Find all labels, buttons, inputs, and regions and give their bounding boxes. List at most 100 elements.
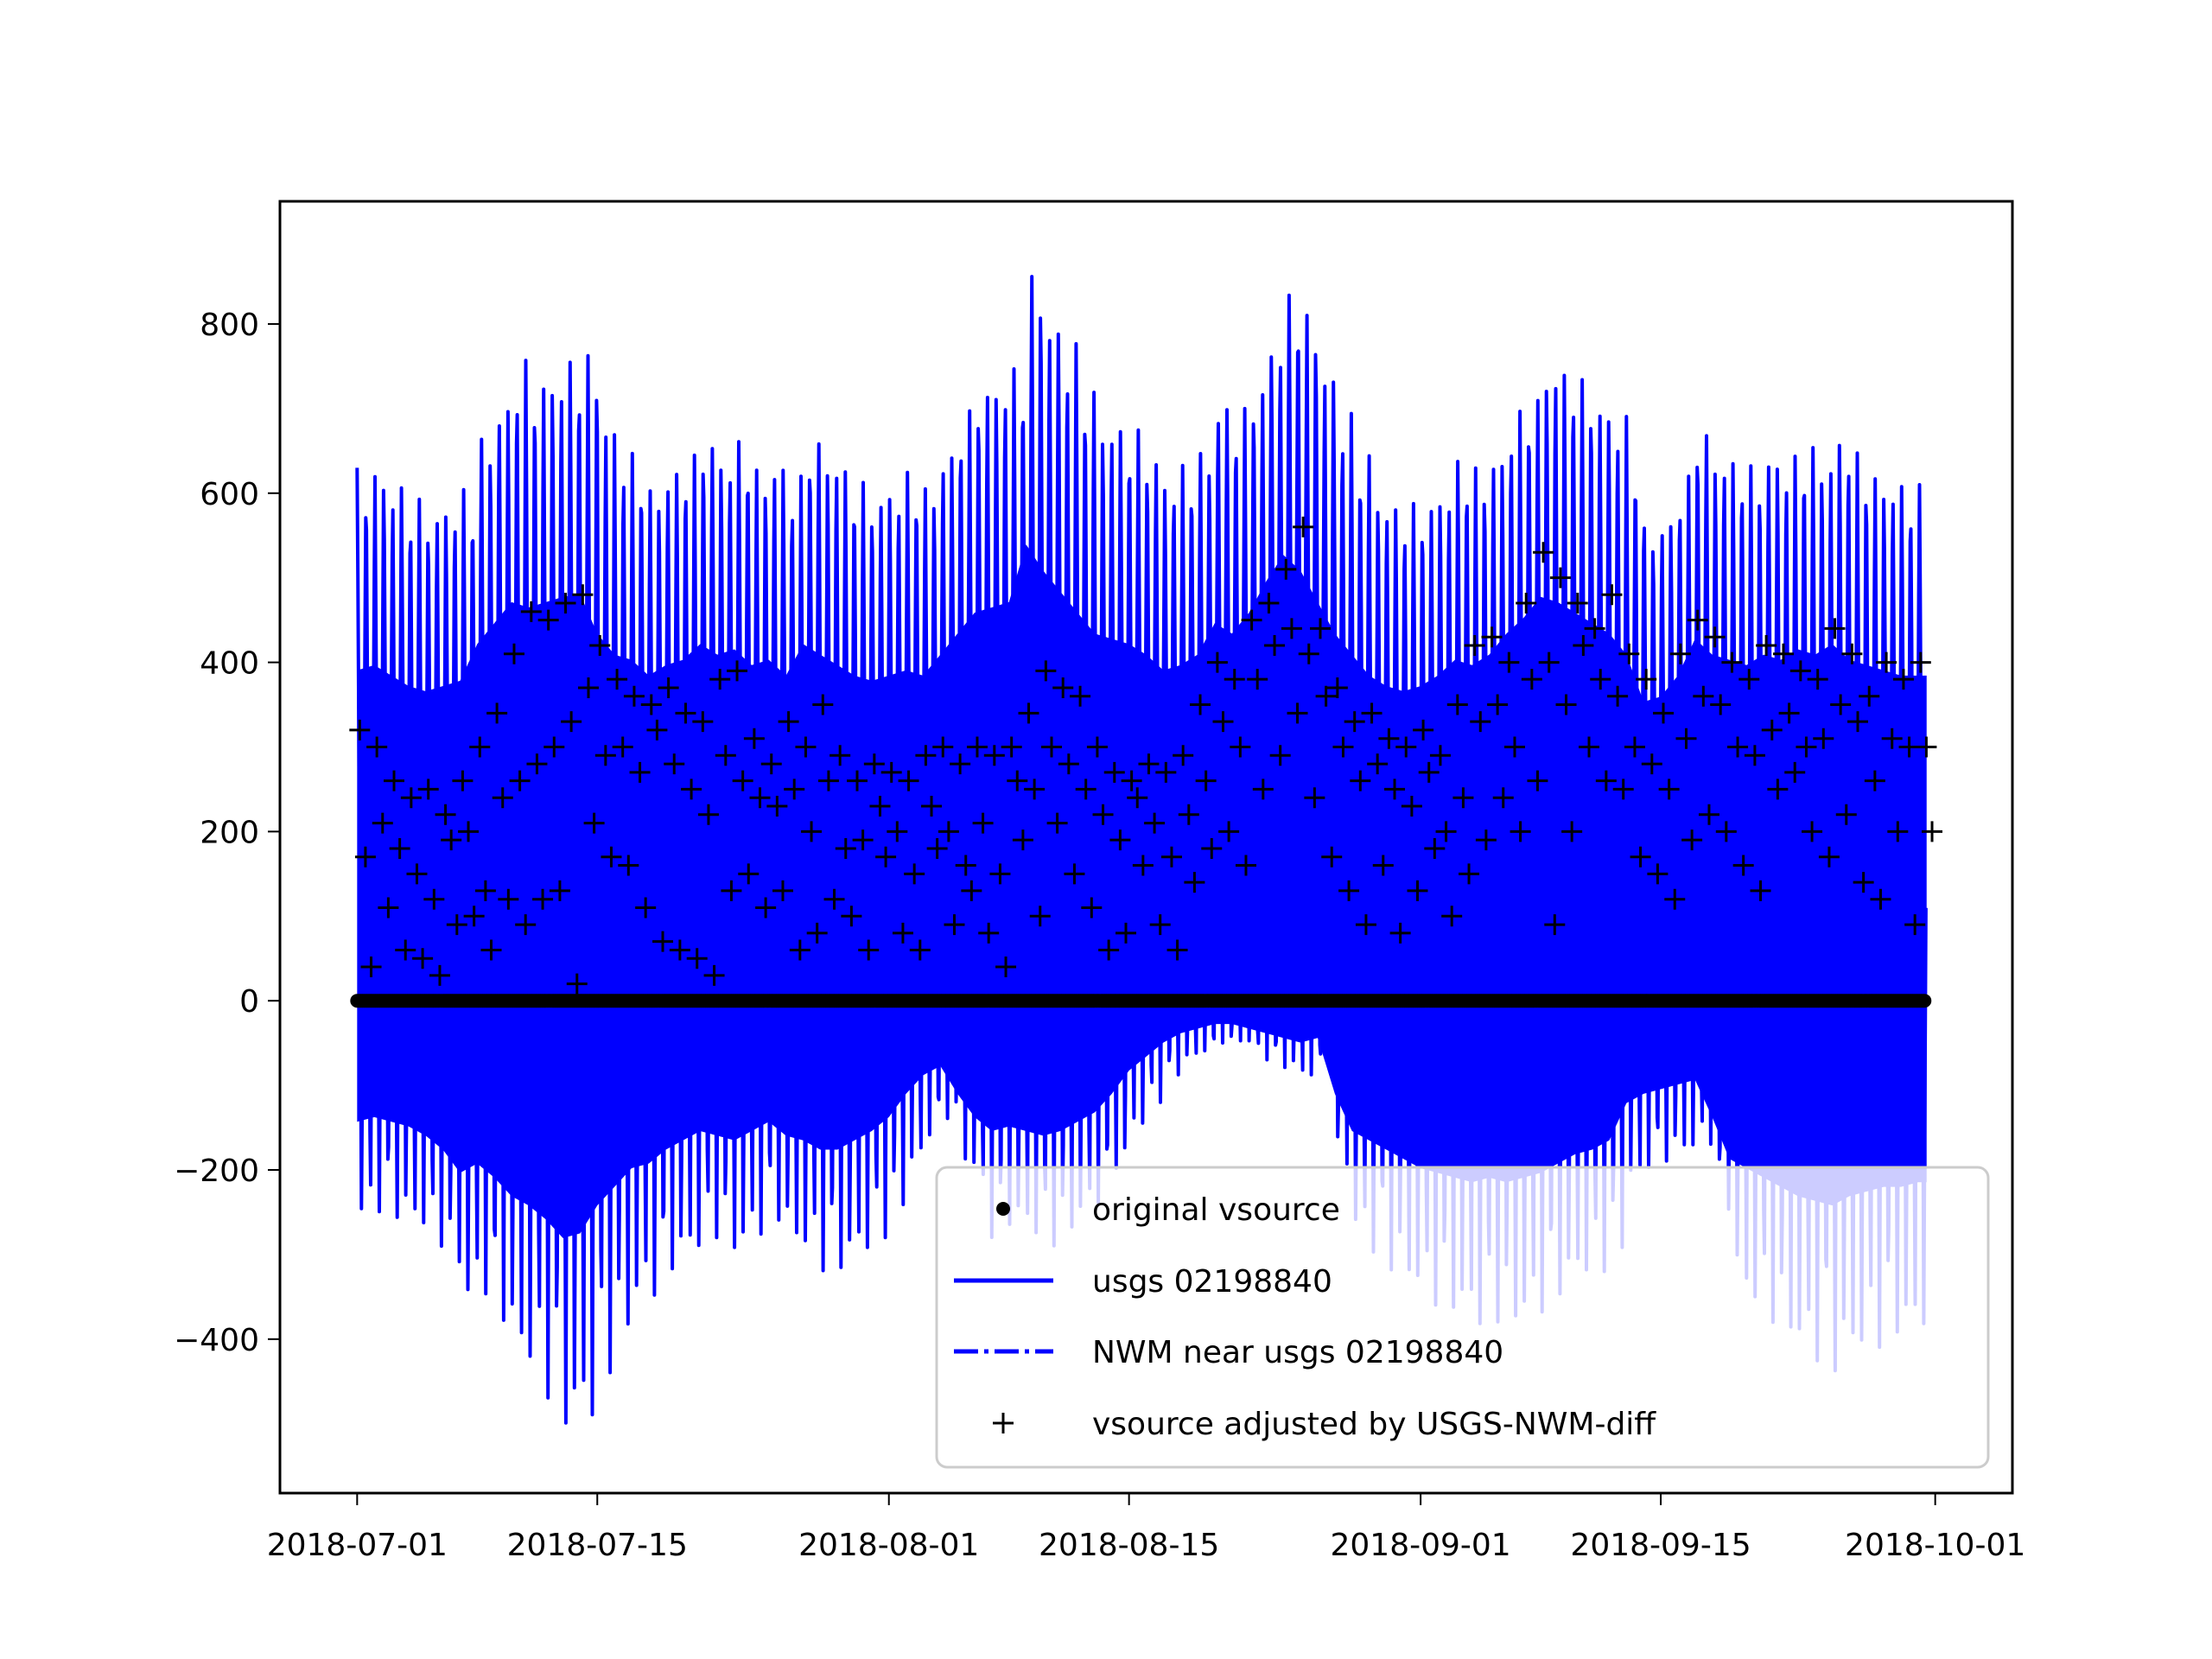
adjusted-vsource-point bbox=[384, 770, 405, 791]
adjusted-vsource-point bbox=[486, 702, 508, 724]
adjusted-vsource-point bbox=[692, 711, 714, 733]
adjusted-vsource-point bbox=[1470, 711, 1491, 733]
x-tick-label: 2018-08-15 bbox=[1039, 1528, 1219, 1563]
adjusted-vsource-point bbox=[715, 745, 736, 766]
adjusted-vsource-point bbox=[589, 634, 611, 656]
adjusted-vsource-point bbox=[1298, 643, 1319, 664]
adjusted-vsource-point bbox=[1904, 914, 1926, 936]
adjusted-vsource-point bbox=[938, 821, 959, 842]
adjusted-vsource-point bbox=[1693, 685, 1714, 707]
adjusted-vsource-point bbox=[995, 957, 1017, 978]
adjusted-vsource-point bbox=[1098, 939, 1120, 961]
adjusted-vsource-point bbox=[1218, 821, 1240, 842]
adjusted-vsource-point bbox=[572, 584, 594, 606]
adjusted-vsource-point bbox=[1160, 846, 1182, 868]
adjusted-vsource-point bbox=[1247, 669, 1268, 690]
adjusted-vsource-point bbox=[703, 964, 725, 986]
adjusted-vsource-point bbox=[1835, 804, 1857, 825]
y-tick-label: 800 bbox=[200, 308, 259, 343]
adjusted-vsource-point bbox=[1847, 711, 1869, 733]
adjusted-vsource-point bbox=[852, 830, 874, 851]
adjusted-vsource-point bbox=[1058, 753, 1079, 775]
adjusted-vsource-point bbox=[727, 660, 748, 682]
adjusted-vsource-point bbox=[1378, 728, 1400, 749]
adjusted-vsource-point bbox=[847, 770, 868, 791]
adjusted-vsource-point bbox=[1590, 669, 1611, 690]
adjusted-vsource-point bbox=[755, 897, 777, 918]
adjusted-vsource-point bbox=[1887, 821, 1909, 842]
adjusted-vsource-point bbox=[1481, 626, 1503, 648]
adjusted-vsource-point bbox=[1549, 567, 1571, 588]
adjusted-vsource-point bbox=[601, 846, 622, 868]
adjusted-vsource-point bbox=[1503, 736, 1525, 758]
adjusted-vsource-point bbox=[1264, 634, 1286, 656]
adjusted-vsource-point bbox=[1870, 888, 1891, 910]
adjusted-vsource-point bbox=[1424, 837, 1446, 859]
adjusted-vsource-point bbox=[1687, 609, 1708, 631]
adjusted-vsource-point bbox=[1206, 652, 1228, 673]
adjusted-vsource-point bbox=[503, 643, 524, 664]
adjusted-vsource-point bbox=[1407, 880, 1428, 901]
adjusted-vsource-point bbox=[732, 770, 753, 791]
adjusted-vsource-point bbox=[1533, 542, 1554, 563]
adjusted-vsource-point bbox=[1258, 593, 1280, 614]
y-tick-label: −200 bbox=[174, 1154, 259, 1189]
adjusted-vsource-point bbox=[515, 914, 537, 936]
adjusted-vsource-point bbox=[1732, 855, 1754, 876]
adjusted-vsource-point bbox=[1116, 922, 1137, 944]
adjusted-vsource-point bbox=[1315, 685, 1337, 707]
adjusted-vsource-point bbox=[1675, 728, 1697, 749]
legend-entry-adjusted-vsource: vsource adjusted by USGS-NWM-diff bbox=[993, 1407, 1656, 1442]
adjusted-vsource-point bbox=[1636, 669, 1657, 690]
adjusted-vsource-point bbox=[498, 888, 519, 910]
adjusted-vsource-point bbox=[1018, 702, 1039, 724]
x-tick-label: 2018-08-01 bbox=[798, 1528, 979, 1563]
adjusted-vsource-point bbox=[1487, 694, 1509, 715]
adjusted-vsource-point bbox=[446, 914, 467, 936]
adjusted-vsource-point bbox=[972, 812, 994, 834]
adjusted-vsource-point bbox=[1750, 880, 1771, 901]
adjusted-vsource-point bbox=[1813, 728, 1834, 749]
usgs-line bbox=[355, 275, 1928, 1425]
adjusted-vsource-point bbox=[961, 880, 982, 901]
adjusted-vsource-point bbox=[1075, 779, 1096, 800]
adjusted-vsource-point bbox=[789, 939, 810, 961]
adjusted-vsource-point bbox=[1287, 702, 1308, 724]
adjusted-vsource-point bbox=[841, 906, 862, 927]
adjusted-vsource-point bbox=[1664, 888, 1686, 910]
adjusted-vsource-point bbox=[469, 736, 491, 758]
adjusted-vsource-point bbox=[1876, 652, 1897, 673]
adjusted-vsource-point bbox=[823, 888, 845, 910]
adjusted-vsource-point bbox=[577, 677, 599, 698]
adjusted-vsource-point bbox=[795, 736, 817, 758]
adjusted-vsource-point bbox=[1922, 821, 1943, 842]
adjusted-vsource-point bbox=[760, 753, 782, 775]
adjusted-vsource-point bbox=[1647, 863, 1669, 885]
adjusted-vsource-point bbox=[812, 694, 834, 715]
adjusted-vsource-point bbox=[1807, 669, 1828, 690]
adjusted-vsource-point bbox=[1772, 643, 1794, 664]
adjusted-vsource-point bbox=[1778, 702, 1800, 724]
adjusted-vsource-point bbox=[1830, 694, 1852, 715]
adjusted-vsource-series bbox=[349, 516, 1943, 995]
adjusted-vsource-point bbox=[926, 837, 948, 859]
adjusted-vsource-point bbox=[1796, 736, 1817, 758]
adjusted-vsource-point bbox=[743, 728, 765, 749]
y-tick-label: 400 bbox=[200, 646, 259, 682]
adjusted-vsource-point bbox=[1618, 643, 1640, 664]
adjusted-vsource-point bbox=[395, 939, 416, 961]
legend-entry-nwm: NWM near usgs 02198840 bbox=[954, 1335, 1503, 1370]
adjusted-vsource-point bbox=[1892, 669, 1914, 690]
adjusted-vsource-point bbox=[1081, 897, 1103, 918]
y-tick-label: 600 bbox=[200, 477, 259, 512]
adjusted-vsource-point bbox=[1881, 728, 1903, 749]
adjusted-vsource-point bbox=[1516, 593, 1537, 614]
adjusted-vsource-point bbox=[1561, 821, 1583, 842]
adjusted-vsource-point bbox=[400, 787, 422, 809]
adjusted-vsource-point bbox=[1040, 736, 1062, 758]
adjusted-vsource-point bbox=[480, 939, 502, 961]
adjusted-vsource-point bbox=[646, 719, 668, 741]
adjusted-vsource-point bbox=[652, 931, 674, 952]
adjusted-vsource-point bbox=[1269, 745, 1291, 766]
adjusted-vsource-point bbox=[1367, 753, 1389, 775]
